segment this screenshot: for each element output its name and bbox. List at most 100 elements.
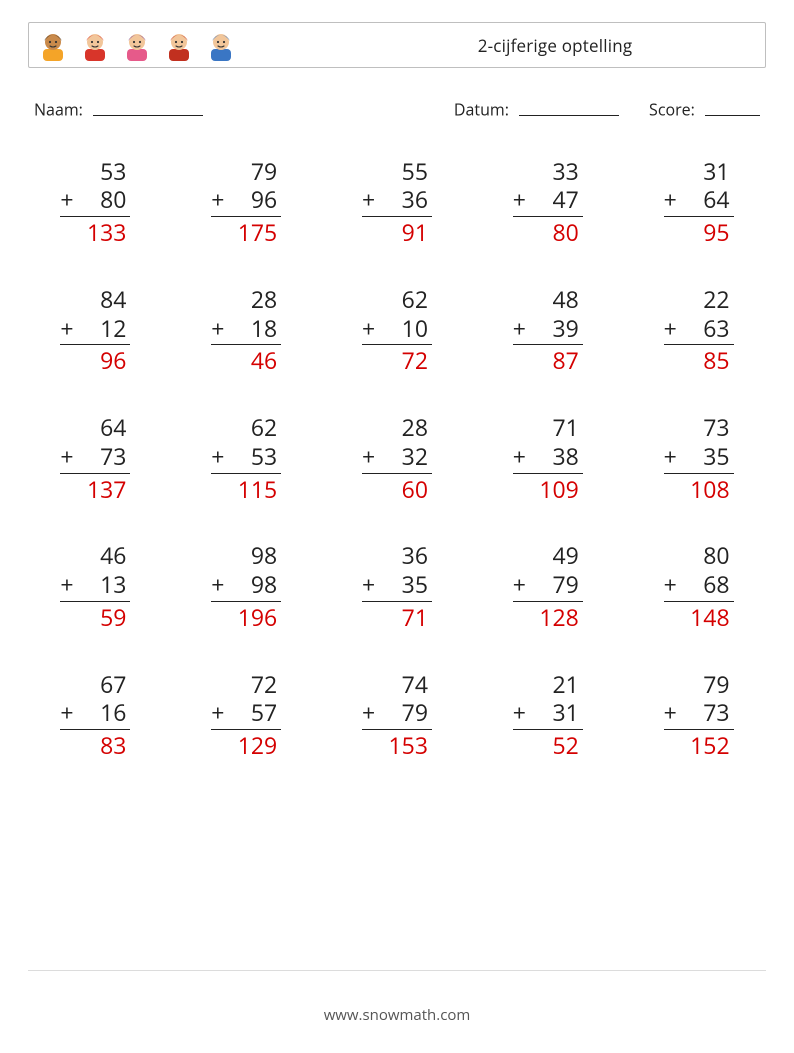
answer: 129 <box>211 731 281 760</box>
plus-icon: + <box>211 570 224 599</box>
problem-14: 71 +38 109 <box>513 413 583 503</box>
plus-icon: + <box>211 698 224 727</box>
problem-13: 28 +32 60 <box>362 413 432 503</box>
problem-16: 46 +13 59 <box>60 541 130 631</box>
sum-rule: 80 <box>513 216 583 247</box>
addend-2: +73 <box>664 698 734 727</box>
plus-icon: + <box>362 570 375 599</box>
answer: 109 <box>513 475 583 504</box>
sum-rule: 60 <box>362 473 432 504</box>
meta-row: Naam: Datum: Score: <box>34 98 760 121</box>
addend-1: 48 <box>513 285 583 314</box>
plus-icon: + <box>513 442 526 471</box>
score-field: Score: <box>649 98 760 121</box>
name-blank[interactable] <box>93 98 203 116</box>
answer: 87 <box>513 346 583 375</box>
sum-rule: 109 <box>513 473 583 504</box>
addend-2: +13 <box>60 570 130 599</box>
meta-left: Naam: <box>34 98 203 121</box>
problem-12: 62 +53 115 <box>211 413 281 503</box>
addend-1: 36 <box>362 541 432 570</box>
addend-2: +39 <box>513 314 583 343</box>
problem-20: 80 +68 148 <box>664 541 734 631</box>
addend-1: 79 <box>211 157 281 186</box>
addend-1: 21 <box>513 670 583 699</box>
addend-1: 46 <box>60 541 130 570</box>
addend-2: +73 <box>60 442 130 471</box>
addend-1: 74 <box>362 670 432 699</box>
problem-18: 36 +35 71 <box>362 541 432 631</box>
answer: 52 <box>513 731 583 760</box>
addend-2: +63 <box>664 314 734 343</box>
sum-rule: 115 <box>211 473 281 504</box>
footer-text: www.snowmath.com <box>324 1005 471 1025</box>
answer: 95 <box>664 218 734 247</box>
worksheet-page: 2-cijferige optelling Naam: Datum: Score… <box>0 0 794 1053</box>
answer: 108 <box>664 475 734 504</box>
sum-rule: 153 <box>362 729 432 760</box>
plus-icon: + <box>362 314 375 343</box>
answer: 71 <box>362 603 432 632</box>
answer: 83 <box>60 731 130 760</box>
sum-rule: 72 <box>362 344 432 375</box>
problem-1: 53 +80 133 <box>60 157 130 247</box>
addend-1: 53 <box>60 157 130 186</box>
answer: 46 <box>211 346 281 375</box>
answer: 148 <box>664 603 734 632</box>
answer: 85 <box>664 346 734 375</box>
problems-grid: 53 +80 133 79 +96 175 55 +36 91 33 +47 8… <box>28 139 766 760</box>
plus-icon: + <box>60 442 73 471</box>
sum-rule: 85 <box>664 344 734 375</box>
sum-rule: 96 <box>60 344 130 375</box>
plus-icon: + <box>362 442 375 471</box>
addend-2: +79 <box>362 698 432 727</box>
sum-rule: 148 <box>664 601 734 632</box>
woman-purple-bob-icon <box>123 29 151 61</box>
problem-22: 72 +57 129 <box>211 670 281 760</box>
addend-2: +16 <box>60 698 130 727</box>
sum-rule: 46 <box>211 344 281 375</box>
sum-rule: 91 <box>362 216 432 247</box>
answer: 128 <box>513 603 583 632</box>
worker-blue-cap-icon <box>207 29 235 61</box>
problem-7: 28 +18 46 <box>211 285 281 375</box>
addend-2: +10 <box>362 314 432 343</box>
addend-2: +57 <box>211 698 281 727</box>
answer: 96 <box>60 346 130 375</box>
answer: 91 <box>362 218 432 247</box>
addend-2: +31 <box>513 698 583 727</box>
header: 2-cijferige optelling <box>28 22 766 68</box>
name-label: Naam: <box>34 99 83 121</box>
score-blank[interactable] <box>705 98 760 116</box>
sum-rule: 128 <box>513 601 583 632</box>
boy-orange-afro-icon <box>39 29 67 61</box>
footer: www.snowmath.com <box>0 970 794 1025</box>
sum-rule: 196 <box>211 601 281 632</box>
addend-1: 71 <box>513 413 583 442</box>
problem-23: 74 +79 153 <box>362 670 432 760</box>
addend-2: +47 <box>513 185 583 214</box>
problem-5: 31 +64 95 <box>664 157 734 247</box>
worksheet-title: 2-cijferige optelling <box>478 34 633 57</box>
answer: 59 <box>60 603 130 632</box>
addend-1: 33 <box>513 157 583 186</box>
plus-icon: + <box>60 570 73 599</box>
problem-9: 48 +39 87 <box>513 285 583 375</box>
addend-2: +38 <box>513 442 583 471</box>
answer: 153 <box>362 731 432 760</box>
addend-2: +32 <box>362 442 432 471</box>
addend-2: +68 <box>664 570 734 599</box>
sum-rule: 83 <box>60 729 130 760</box>
problem-15: 73 +35 108 <box>664 413 734 503</box>
date-blank[interactable] <box>519 98 619 116</box>
addend-1: 28 <box>211 285 281 314</box>
plus-icon: + <box>60 185 73 214</box>
addend-1: 67 <box>60 670 130 699</box>
addend-2: +64 <box>664 185 734 214</box>
addend-2: +79 <box>513 570 583 599</box>
date-label: Datum: <box>454 99 509 121</box>
problem-8: 62 +10 72 <box>362 285 432 375</box>
addend-1: 98 <box>211 541 281 570</box>
answer: 133 <box>60 218 130 247</box>
addend-1: 22 <box>664 285 734 314</box>
